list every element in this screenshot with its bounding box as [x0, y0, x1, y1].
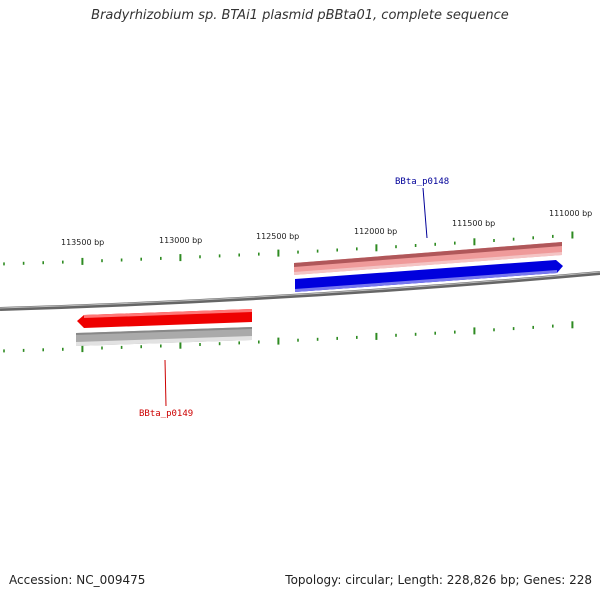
- leader-line-BBta_p0148: [422, 187, 428, 239]
- scale-label-112500: 112500 bp: [256, 232, 299, 241]
- accession-text: Accession: NC_009475: [9, 573, 146, 587]
- scale-ticks-inner: [3, 321, 574, 353]
- gene-label-BBta_p0148[interactable]: BBta_p0148: [395, 177, 449, 187]
- gene-BBta_p0149[interactable]: [77, 309, 252, 328]
- scale-label-113000: 113000 bp: [159, 236, 202, 245]
- leader-line-BBta_p0149: [164, 359, 167, 407]
- scale-label-112000: 112000 bp: [354, 227, 397, 236]
- scale-ticks-outer: [3, 231, 574, 266]
- gene-BBta_p0148[interactable]: [295, 260, 563, 292]
- scale-label-111500: 111500 bp: [452, 219, 495, 228]
- feature-forward-BBta_p0148[interactable]: [294, 242, 562, 275]
- scale-label-111000: 111000 bp: [549, 209, 592, 218]
- sequence-summary: Topology: circular; Length: 228,826 bp; …: [285, 573, 592, 587]
- scale-label-113500: 113500 bp: [61, 238, 104, 247]
- gene-label-BBta_p0149[interactable]: BBta_p0149: [139, 409, 193, 419]
- plasmid-backbone: [0, 271, 600, 311]
- feature-reverse-BBta_p0149[interactable]: [76, 327, 252, 346]
- plasmid-backbone-highlight: [0, 271, 600, 309]
- map-title: Bradyrhizobium sp. BTAi1 plasmid pBBta01…: [91, 8, 509, 23]
